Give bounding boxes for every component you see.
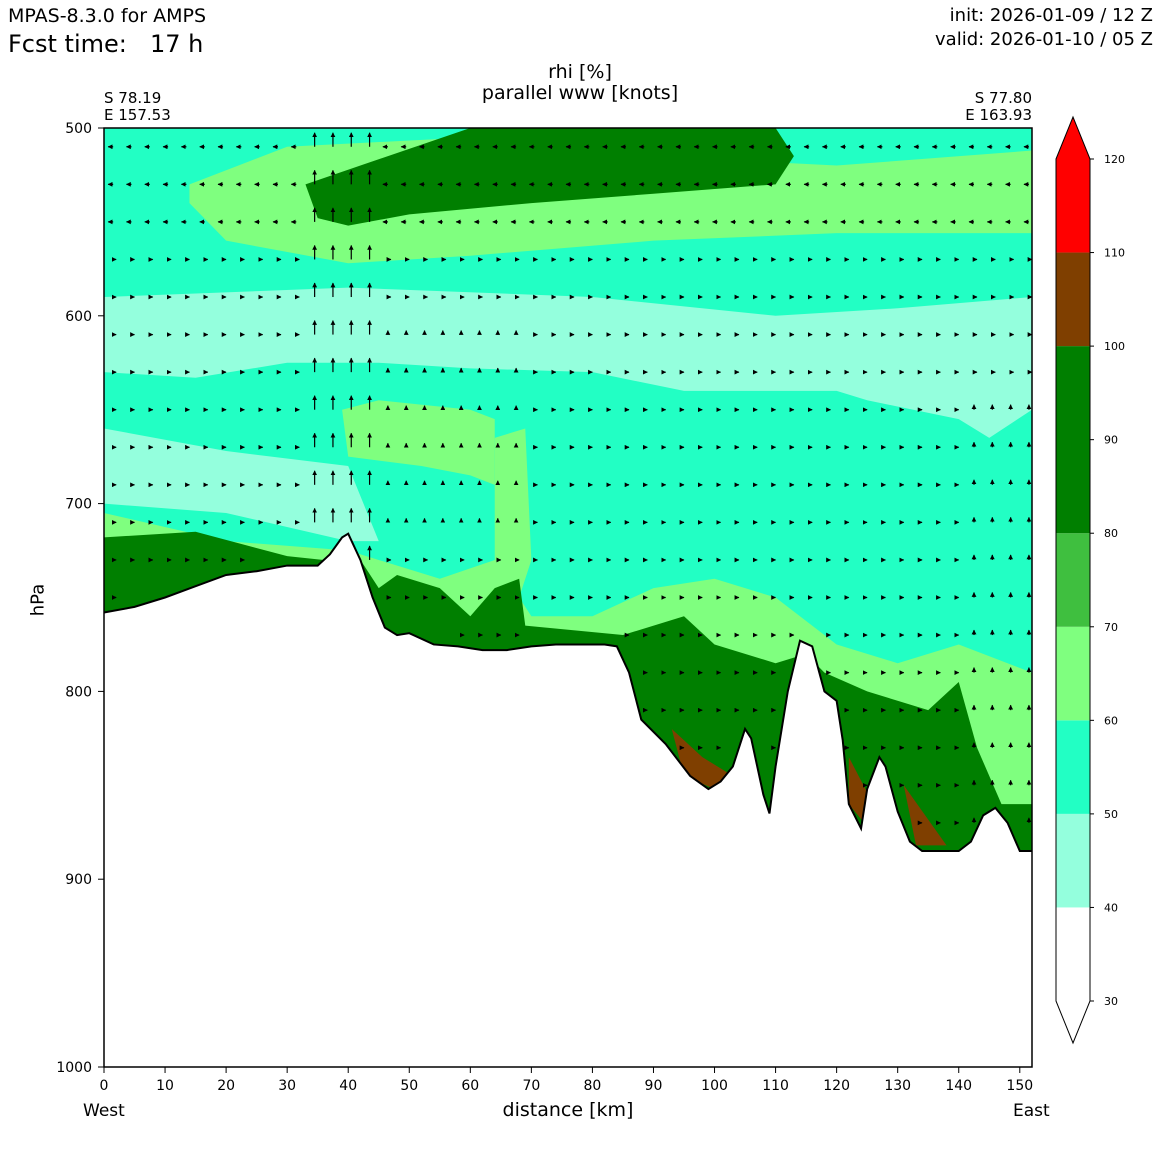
x-tick-label: 30 <box>278 1078 296 1094</box>
colorbar-bin <box>1056 813 1090 908</box>
y-tick-label: 1000 <box>56 1060 92 1076</box>
start-latitude: S 78.19 <box>104 89 162 107</box>
colorbar-label: 120 <box>1104 153 1125 166</box>
colorbar-bin <box>1056 720 1090 814</box>
model-title: MPAS-8.3.0 for AMPS <box>8 5 207 27</box>
x-tick-label: 60 <box>461 1078 479 1094</box>
y-tick-label: 700 <box>65 497 92 513</box>
colorbar-label: 110 <box>1104 247 1125 260</box>
chart-subtitle: parallel www [knots] <box>481 82 679 104</box>
colorbar-label: 30 <box>1104 995 1118 1008</box>
x-tick-label: 40 <box>339 1078 357 1094</box>
end-latitude: S 77.80 <box>974 89 1032 107</box>
y-axis-ticks: 500 600 700 800 900 1000 <box>56 121 104 1076</box>
x-tick-label: 110 <box>762 1078 789 1094</box>
chart-title: rhi [%] <box>548 61 612 83</box>
colorbar-label: 60 <box>1104 714 1118 727</box>
y-tick-label: 900 <box>65 872 92 888</box>
colorbar-label: 90 <box>1104 434 1118 447</box>
colorbar-bin <box>1056 252 1090 347</box>
colorbar-label: 40 <box>1104 901 1118 914</box>
x-axis-ticks: 0 10 20 30 40 50 60 70 80 90 100 110 120 130 140 150 <box>100 1067 1033 1094</box>
rhi-band-60-mid <box>342 400 495 485</box>
forecast-time-value: 17 h <box>150 30 204 58</box>
x-tick-label: 120 <box>823 1078 850 1094</box>
y-tick-label: 600 <box>65 309 92 325</box>
rhi-band-40-mid <box>104 287 1032 438</box>
start-longitude: E 157.53 <box>104 106 171 124</box>
plot-frame <box>103 127 1033 1068</box>
wind-vectors <box>107 132 1032 826</box>
colorbar-label: 70 <box>1104 621 1118 634</box>
terrain <box>103 532 1032 1067</box>
x-tick-label: 150 <box>1006 1078 1033 1094</box>
colorbar-bin <box>1056 907 1090 1043</box>
x-tick-label: 0 <box>100 1078 109 1094</box>
rhi-band-80-upper <box>305 128 794 226</box>
colorbar: 30 40 50 60 70 80 90 100 110 120 <box>1055 115 1125 1045</box>
colorbar-label: 50 <box>1104 808 1118 821</box>
x-tick-label: 140 <box>945 1078 972 1094</box>
colorbar-bin <box>1056 117 1090 253</box>
terrain-mask <box>104 533 1032 1067</box>
colorbar-bin <box>1056 626 1090 721</box>
init-time: init: 2026-01-09 / 12 Z <box>949 5 1153 26</box>
west-label: West <box>83 1101 125 1121</box>
y-tick-label: 500 <box>65 121 92 137</box>
x-axis-label: distance [km] <box>502 1099 634 1121</box>
colorbar-bin <box>1056 533 1090 627</box>
valid-time: valid: 2026-01-10 / 05 Z <box>935 29 1153 50</box>
x-tick-label: 50 <box>400 1078 418 1094</box>
y-tick-label: 800 <box>65 684 92 700</box>
x-tick-label: 70 <box>522 1078 540 1094</box>
x-tick-label: 100 <box>701 1078 728 1094</box>
x-tick-label: 10 <box>156 1078 174 1094</box>
terrain-line <box>103 532 1032 853</box>
colorbar-label: 80 <box>1104 527 1118 540</box>
x-tick-label: 90 <box>645 1078 663 1094</box>
end-longitude: E 163.93 <box>965 106 1032 124</box>
colorbar-label: 100 <box>1104 340 1125 353</box>
x-tick-label: 80 <box>584 1078 602 1094</box>
rhi-band-100-c <box>903 785 947 846</box>
east-label: East <box>1013 1101 1050 1121</box>
forecast-time-label: Fcst time: <box>8 30 127 58</box>
x-tick-label: 20 <box>217 1078 235 1094</box>
x-tick-label: 130 <box>884 1078 911 1094</box>
colorbar-bin <box>1056 346 1090 534</box>
